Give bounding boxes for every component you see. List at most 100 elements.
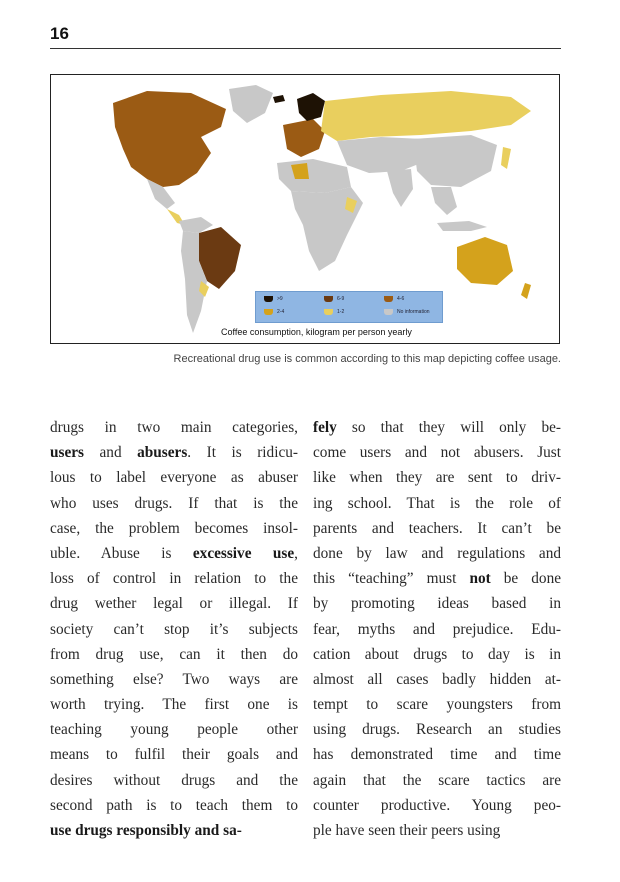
text-segment: uble. Abuse is xyxy=(50,544,193,562)
map-algeria xyxy=(291,163,309,179)
map-argentina-patch xyxy=(199,281,209,297)
text-line: drug wether legal or illegal. If xyxy=(50,591,298,616)
text-line: counter productive. Young peo- xyxy=(313,793,561,818)
text-line: ing school. That is the role of xyxy=(313,491,561,516)
text-line: using drugs. Research an studies xyxy=(313,717,561,742)
body-text-left-column: drugs in two main categories, users and a… xyxy=(50,415,298,843)
text-segment: cation about drugs to day is in xyxy=(313,645,561,663)
legend-label: 2-4 xyxy=(277,309,285,315)
text-segment: second path is to teach them to xyxy=(50,796,298,814)
text-line: desires without drugs and the xyxy=(50,768,298,793)
text-line: fely so that they will only be- xyxy=(313,415,561,440)
text-segment: this “teaching” must xyxy=(313,570,470,588)
legend-swatch xyxy=(324,309,333,315)
bold-text: fely xyxy=(313,419,337,436)
map-central-asia xyxy=(337,137,431,173)
text-segment: done by law and regulations and xyxy=(313,544,561,562)
text-segment: ing school. That is the role of xyxy=(313,494,561,512)
text-segment: from drug use, can it then do xyxy=(50,645,298,663)
legend-label: >9 xyxy=(277,296,283,302)
map-new-zealand xyxy=(521,283,531,299)
text-line: almost all cases badly hidden at- xyxy=(313,667,561,692)
text-line: uble. Abuse is excessive use, xyxy=(50,541,298,566)
text-segment: case, the problem becomes insol- xyxy=(50,519,298,537)
text-segment: society can’t stop it’s subjects xyxy=(50,620,298,638)
legend-swatch xyxy=(264,296,273,302)
legend-entry: >9 xyxy=(264,296,283,302)
text-segment: means to fulfil their goals and xyxy=(50,746,298,764)
text-segment: fear, myths and prejudice. Edu- xyxy=(313,620,561,638)
text-line: like when they are sent to driv- xyxy=(313,465,561,490)
legend-label: 4-6 xyxy=(397,296,405,302)
text-line: has demonstrated time and time xyxy=(313,742,561,767)
legend-entry: 1-2 xyxy=(324,309,344,315)
text-segment: again that the scare tactics are xyxy=(313,771,561,789)
text-segment: almost all cases badly hidden at- xyxy=(313,670,561,688)
legend-entry: 4-6 xyxy=(384,296,404,302)
text-line: use drugs responsibly and sa- xyxy=(50,818,298,843)
text-line: again that the scare tactics are xyxy=(313,768,561,793)
text-line: means to fulfil their goals and xyxy=(50,742,298,767)
map-mexico xyxy=(147,179,175,209)
map-title: Coffee consumption, kilogram per person … xyxy=(221,327,412,337)
map-north-africa xyxy=(277,159,351,193)
header-rule xyxy=(50,48,561,49)
text-segment: be done xyxy=(490,570,562,588)
bold-text: abusers xyxy=(137,444,188,462)
text-line: worth trying. The first one is xyxy=(50,692,298,717)
map-greenland xyxy=(229,85,273,123)
coffee-consumption-map: >9 6-9 4-6 2-4 1-2 No information Coffee… xyxy=(50,74,560,344)
map-africa-south xyxy=(291,187,363,271)
text-segment: ple have seen their peers using xyxy=(313,822,501,839)
text-line: teaching young people other xyxy=(50,717,298,742)
bold-text: use drugs responsibly and sa- xyxy=(50,822,242,839)
text-segment: drug wether legal or illegal. If xyxy=(50,595,298,613)
text-line: fear, myths and prejudice. Edu- xyxy=(313,617,561,642)
text-segment: and xyxy=(84,444,138,462)
text-segment: teaching young people other xyxy=(50,721,298,739)
text-segment: desires without drugs and the xyxy=(50,771,298,789)
body-text-right-column: fely so that they will only be-come user… xyxy=(313,415,561,843)
text-segment: who uses drugs. If that is the xyxy=(50,494,298,512)
bold-text: not xyxy=(469,570,491,588)
text-segment: lous to label everyone as abuser xyxy=(50,469,298,487)
map-iceland xyxy=(273,95,285,103)
text-segment: . It is ridicu- xyxy=(187,444,298,462)
map-scandinavia xyxy=(297,93,325,121)
text-segment: , xyxy=(294,544,298,562)
legend-entry: No information xyxy=(384,309,430,315)
text-segment: worth trying. The first one is xyxy=(50,696,298,714)
text-segment: counter productive. Young peo- xyxy=(313,796,561,814)
text-segment: come users and not abusers. Just xyxy=(313,444,561,462)
bold-text: users xyxy=(50,444,84,462)
map-south-america-north xyxy=(179,217,213,233)
map-brazil xyxy=(199,227,241,289)
text-line: done by law and regulations and xyxy=(313,541,561,566)
text-line: cation about drugs to day is in xyxy=(313,642,561,667)
text-segment: tempt to scare youngsters from xyxy=(313,696,561,714)
text-line: users and abusers. It is ridicu- xyxy=(50,440,298,465)
map-ethiopia xyxy=(345,197,357,213)
legend-swatch xyxy=(264,309,273,315)
map-australia xyxy=(457,237,513,285)
text-line: loss of control in relation to the xyxy=(50,566,298,591)
page-number: 16 xyxy=(50,24,69,43)
map-russia xyxy=(321,91,531,141)
text-segment: parents and teachers. It can’t be xyxy=(313,519,561,537)
legend-entry: 2-4 xyxy=(264,309,284,315)
map-legend: >9 6-9 4-6 2-4 1-2 No information xyxy=(255,291,443,323)
text-line: come users and not abusers. Just xyxy=(313,440,561,465)
world-map xyxy=(113,85,531,333)
legend-swatch xyxy=(384,296,393,302)
text-segment: loss of control in relation to the xyxy=(50,570,298,588)
text-segment: so that they will only be- xyxy=(336,419,561,436)
text-line: tempt to scare youngsters from xyxy=(313,692,561,717)
text-line: who uses drugs. If that is the xyxy=(50,491,298,516)
legend-entry: 6-9 xyxy=(324,296,344,302)
map-north-america xyxy=(113,91,226,187)
map-europe-west xyxy=(283,119,325,157)
map-indonesia xyxy=(437,221,487,231)
text-line: by promoting ideas based in xyxy=(313,591,561,616)
map-southeast-asia xyxy=(431,187,457,215)
figure-caption: Recreational drug use is common accordin… xyxy=(173,353,561,365)
